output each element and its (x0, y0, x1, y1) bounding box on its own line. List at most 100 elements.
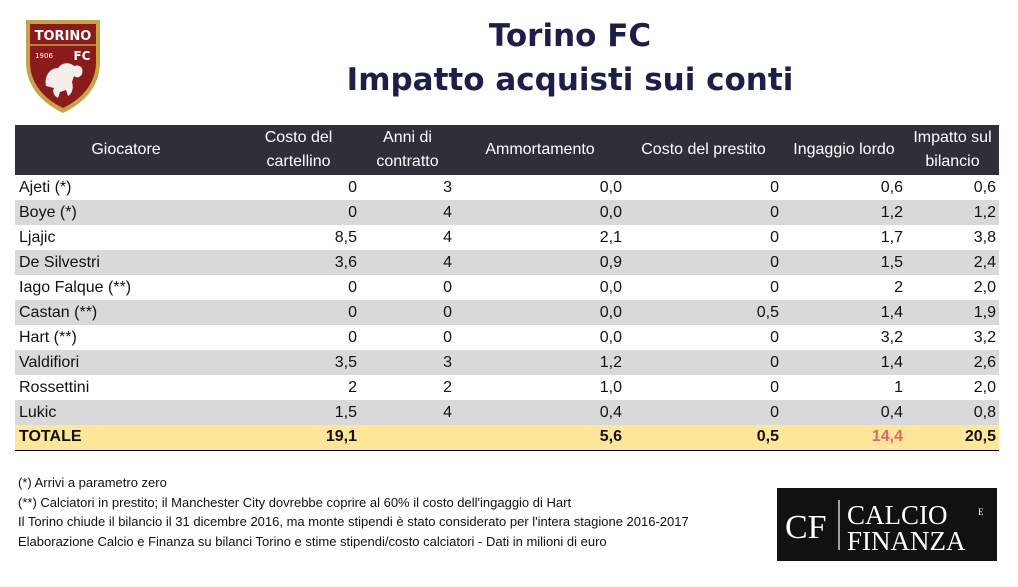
player-name-cell: Lukic (15, 400, 237, 425)
amortization-cell: 1,0 (455, 375, 625, 400)
balance-impact-cell: 3,2 (906, 325, 999, 350)
balance-impact-cell: 2,0 (906, 275, 999, 300)
crest-fc-text: FC (73, 49, 90, 63)
player-name-cell: Iago Falque (**) (15, 275, 237, 300)
loan-cost-cell: 0 (625, 200, 782, 225)
total-contract-years-cell (360, 425, 455, 451)
loan-cost-cell: 0 (625, 275, 782, 300)
brand-word-e: E (978, 507, 984, 517)
footnotes: (*) Arrivi a parametro zero (**) Calciat… (18, 473, 689, 551)
amortization-cell: 0,9 (455, 250, 625, 275)
transfer-fee-cell: 8,5 (237, 225, 360, 250)
gross-salary-cell: 0,4 (782, 400, 906, 425)
crest-top-band (30, 24, 96, 44)
player-name-cell: Hart (**) (15, 325, 237, 350)
transfer-fee-cell: 0 (237, 325, 360, 350)
table-header-row: Giocatore Costo del cartellino Anni di c… (15, 125, 999, 175)
balance-impact-cell: 1,2 (906, 200, 999, 225)
transfer-fee-cell: 0 (237, 275, 360, 300)
contract-years-cell: 4 (360, 250, 455, 275)
column-header: Giocatore (15, 125, 237, 175)
column-header: Ingaggio lordo (782, 125, 906, 175)
brand-word-calcio: CALCIO (847, 500, 948, 530)
balance-impact-cell: 3,8 (906, 225, 999, 250)
table-row: Lukic 1,5 4 0,4 0 0,4 0,8 (15, 400, 999, 425)
table-row: De Silvestri 3,6 4 0,9 0 1,5 2,4 (15, 250, 999, 275)
player-name-cell: Ljajic (15, 225, 237, 250)
loan-cost-cell: 0 (625, 375, 782, 400)
gross-salary-cell: 1,2 (782, 200, 906, 225)
balance-impact-cell: 2,4 (906, 250, 999, 275)
balance-impact-cell: 0,6 (906, 175, 999, 200)
total-balance-impact-cell: 20,5 (906, 425, 999, 451)
table-row: Rossettini 2 2 1,0 0 1 2,0 (15, 375, 999, 400)
loan-cost-cell: 0 (625, 175, 782, 200)
contract-years-cell: 4 (360, 225, 455, 250)
footnote: (**) Calciatori in prestito; il Manchest… (18, 494, 572, 510)
amortization-cell: 0,0 (455, 300, 625, 325)
table-row: Hart (**) 0 0 0,0 0 3,2 3,2 (15, 325, 999, 350)
total-row: TOTALE 19,1 5,6 0,5 14,4 20,5 (15, 425, 999, 451)
balance-impact-cell: 2,0 (906, 375, 999, 400)
calcio-e-finanza-logo: CF CALCIO E FINANZA (777, 488, 997, 561)
player-name-cell: Rossettini (15, 375, 237, 400)
loan-cost-cell: 0 (625, 225, 782, 250)
contract-years-cell: 4 (360, 200, 455, 225)
player-name-cell: De Silvestri (15, 250, 237, 275)
table-row: Castan (**) 0 0 0,0 0,5 1,4 1,9 (15, 300, 999, 325)
contract-years-cell: 3 (360, 350, 455, 375)
player-name-cell: Castan (**) (15, 300, 237, 325)
brand-word-finanza: FINANZA (847, 526, 966, 556)
amortization-cell: 0,0 (455, 175, 625, 200)
transfer-fee-cell: 0 (237, 300, 360, 325)
transfer-fee-cell: 3,6 (237, 250, 360, 275)
loan-cost-cell: 0 (625, 400, 782, 425)
contract-years-cell: 0 (360, 300, 455, 325)
column-header: Ammortamento (455, 125, 625, 175)
loan-cost-cell: 0 (625, 325, 782, 350)
transfer-fee-cell: 2 (237, 375, 360, 400)
total-transfer-fee-cell: 19,1 (237, 425, 360, 451)
contract-years-cell: 4 (360, 400, 455, 425)
brand-initials: CF (785, 509, 827, 546)
contract-years-cell: 2 (360, 375, 455, 400)
gross-salary-cell: 1,4 (782, 350, 906, 375)
gross-salary-cell: 3,2 (782, 325, 906, 350)
transfer-fee-cell: 1,5 (237, 400, 360, 425)
total-gross-salary-cell: 14,4 (782, 425, 906, 451)
loan-cost-cell: 0 (625, 250, 782, 275)
total-player-name-cell: TOTALE (15, 425, 237, 451)
loan-cost-cell: 0,5 (625, 300, 782, 325)
page-title-line1: Torino FC (488, 18, 652, 54)
torino-fc-crest-logo: TORINO 1906 FC (26, 20, 100, 113)
column-header: Costo del prestito (625, 125, 782, 175)
transfer-fee-cell: 3,5 (237, 350, 360, 375)
amortization-cell: 1,2 (455, 350, 625, 375)
contract-years-cell: 0 (360, 325, 455, 350)
table-row: Ajeti (*) 0 3 0,0 0 0,6 0,6 (15, 175, 999, 200)
footnote: Elaborazione Calcio e Finanza su bilanci… (18, 533, 607, 549)
player-name-cell: Ajeti (*) (15, 175, 237, 200)
gross-salary-cell: 1,7 (782, 225, 906, 250)
acquisitions-table: Giocatore Costo del cartellino Anni di c… (15, 125, 999, 451)
gross-salary-cell: 2 (782, 275, 906, 300)
footnote: (*) Arrivi a parametro zero (18, 475, 167, 490)
table-row: Boye (*) 0 4 0,0 0 1,2 1,2 (15, 200, 999, 225)
player-name-cell: Valdifiori (15, 350, 237, 375)
player-name-cell: Boye (*) (15, 200, 237, 225)
amortization-cell: 0,0 (455, 275, 625, 300)
table-row: Iago Falque (**) 0 0 0,0 0 2 2,0 (15, 275, 999, 300)
column-header: Costo del cartellino (237, 125, 360, 175)
amortization-cell: 0,0 (455, 200, 625, 225)
total-loan-cost-cell: 0,5 (625, 425, 782, 451)
footnote: Il Torino chiude il bilancio il 31 dicem… (18, 514, 689, 529)
page-title-line2: Impatto acquisti sui conti (346, 62, 794, 98)
column-header: Anni di contratto (360, 125, 455, 175)
table-body: Ajeti (*) 0 3 0,0 0 0,6 0,6 Boye (*) 0 4 0,0 0 1,2 1,… (15, 175, 999, 451)
gross-salary-cell: 1 (782, 375, 906, 400)
total-amortization-cell: 5,6 (455, 425, 625, 451)
crest-bull-icon (45, 63, 83, 98)
contract-years-cell: 0 (360, 275, 455, 300)
table-row: Ljajic 8,5 4 2,1 0 1,7 3,8 (15, 225, 999, 250)
balance-impact-cell: 1,9 (906, 300, 999, 325)
